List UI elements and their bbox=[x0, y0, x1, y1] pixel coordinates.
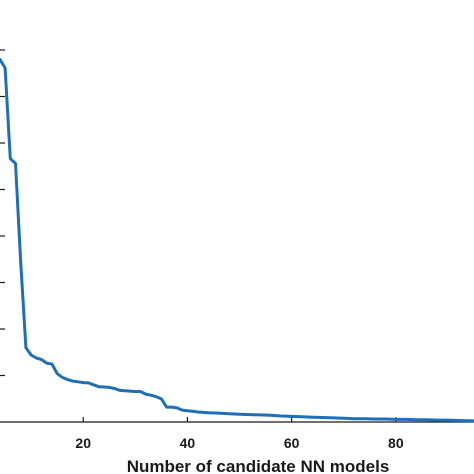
x-axis-title: Number of candidate NN models bbox=[127, 457, 390, 474]
x-axis-tick-labels: 20 40 60 80 bbox=[75, 435, 403, 451]
x-tick-label: 60 bbox=[284, 435, 300, 451]
x-tick-label: 20 bbox=[75, 435, 91, 451]
y-axis-ticks bbox=[0, 49, 5, 377]
x-tick-label: 80 bbox=[388, 435, 404, 451]
x-tick-label: 40 bbox=[180, 435, 196, 451]
series-line bbox=[0, 57, 474, 423]
